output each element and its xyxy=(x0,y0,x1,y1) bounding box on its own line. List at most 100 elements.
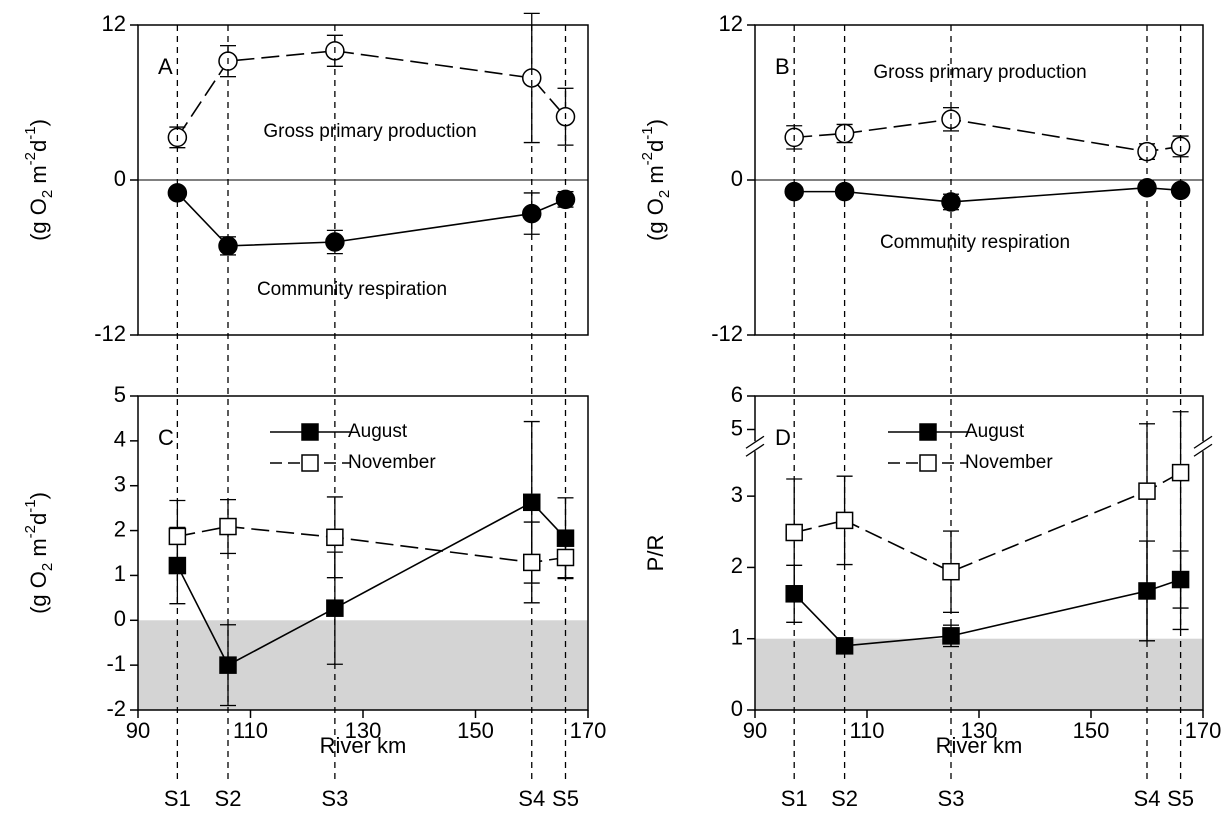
legend-marker xyxy=(301,454,319,472)
y-tick-label: 5 xyxy=(731,415,743,440)
y-tick-label: 0 xyxy=(114,166,126,191)
series-annotation: Community respiration xyxy=(257,279,447,300)
data-point xyxy=(835,637,854,655)
axis-break-mark xyxy=(745,435,765,449)
y-tick-label: 5 xyxy=(114,382,126,407)
y-axis-label-part: 2 xyxy=(39,563,56,571)
data-point xyxy=(785,585,803,603)
panel-label: C xyxy=(158,425,174,450)
y-axis-label-part: d xyxy=(643,140,668,152)
x-axis-label: River km xyxy=(936,733,1023,758)
shaded-region xyxy=(755,638,1203,710)
station-label: S5 xyxy=(1167,786,1194,811)
y-axis-label-part: -2 xyxy=(639,152,656,165)
error-bar xyxy=(1139,423,1155,642)
data-point xyxy=(522,68,542,88)
station-label: S5 xyxy=(552,786,579,811)
series-line xyxy=(176,50,567,138)
y-tick-label: -12 xyxy=(94,321,126,346)
data-point xyxy=(219,517,237,536)
x-tick-label: 170 xyxy=(570,718,607,743)
y-tick-label: 3 xyxy=(731,482,743,507)
y-axis-label-part: (g O xyxy=(643,198,668,241)
legend-label: November xyxy=(348,452,436,473)
x-tick-label: 150 xyxy=(1073,718,1110,743)
axis-break-mark xyxy=(1193,443,1213,457)
y-tick-label: 0 xyxy=(731,696,743,721)
y-tick-label: 4 xyxy=(114,427,126,452)
station-label: S3 xyxy=(938,786,965,811)
station-label: S4 xyxy=(518,786,545,811)
y-axis-label-part: -2 xyxy=(22,152,39,165)
data-point xyxy=(219,656,237,674)
x-tick-label: 130 xyxy=(961,718,998,743)
data-point xyxy=(835,511,854,530)
data-point xyxy=(1138,482,1156,500)
data-point xyxy=(326,599,344,617)
data-point xyxy=(942,627,960,645)
station-label: S2 xyxy=(215,786,242,811)
axis-break-mark xyxy=(745,443,765,457)
y-tick-label: -2 xyxy=(106,696,126,721)
station-label: S1 xyxy=(781,786,808,811)
station-label: S1 xyxy=(164,786,191,811)
legend-marker xyxy=(919,423,937,441)
x-tick-label: 110 xyxy=(849,718,884,743)
x-tick-label: 110 xyxy=(233,718,268,743)
y-tick-label: 1 xyxy=(731,625,743,650)
y-axis-label-part: 2 xyxy=(39,190,56,198)
series-annotation: Gross primary production xyxy=(873,62,1086,83)
y-axis-label: (g O2 m-2d-1) xyxy=(22,119,56,241)
x-tick-label: 90 xyxy=(126,718,150,743)
y-axis-label-part: ) xyxy=(26,492,51,499)
x-axis-label: River km xyxy=(320,733,407,758)
y-axis-label-part: d xyxy=(26,513,51,525)
shaded-region xyxy=(138,620,588,710)
y-axis-label-part: ) xyxy=(26,119,51,126)
x-tick-label: 150 xyxy=(457,718,494,743)
x-tick-label: 90 xyxy=(743,718,767,743)
panel-label: A xyxy=(158,54,173,79)
series-line xyxy=(794,471,1181,573)
y-tick-label: 2 xyxy=(114,516,126,541)
y-tick-label: -1 xyxy=(106,651,126,676)
data-point xyxy=(556,548,575,567)
y-axis-label-part: -2 xyxy=(22,525,39,538)
y-tick-label: 1 xyxy=(114,561,126,586)
series-annotation: Gross primary production xyxy=(263,121,476,142)
series-line xyxy=(176,192,566,247)
y-tick-label: 6 xyxy=(731,382,743,407)
y-axis-label: (g O2 m-2d-1) xyxy=(639,119,673,241)
y-axis-label: (g O2 m-2d-1) xyxy=(22,492,56,614)
y-axis-label-part: d xyxy=(26,140,51,152)
y-tick-label: 0 xyxy=(114,606,126,631)
panel-label: B xyxy=(775,54,790,79)
data-point xyxy=(942,562,960,581)
station-label: S3 xyxy=(321,786,348,811)
legend-label: August xyxy=(965,421,1025,442)
legend-label: November xyxy=(965,452,1053,473)
station-label: S2 xyxy=(831,786,858,811)
y-axis-label-part: (g O xyxy=(26,198,51,241)
y-axis-label-part: -1 xyxy=(639,126,656,139)
x-tick-label: 170 xyxy=(1185,718,1222,743)
station-label: S4 xyxy=(1134,786,1161,811)
data-point xyxy=(1137,178,1157,198)
legend-marker xyxy=(919,454,937,472)
y-axis-label-part: m xyxy=(643,165,668,189)
data-point xyxy=(785,523,803,542)
x-tick-label: 130 xyxy=(345,718,382,743)
y-axis-label-part: m xyxy=(26,165,51,189)
y-tick-label: 12 xyxy=(102,11,126,36)
y-axis-label-part: (g O xyxy=(26,571,51,614)
legend-marker xyxy=(301,423,319,441)
y-axis-label-part: -1 xyxy=(22,126,39,139)
y-axis-label-part: ) xyxy=(643,119,668,126)
y-tick-label: 0 xyxy=(731,166,743,191)
data-point xyxy=(523,553,541,572)
y-tick-label: 2 xyxy=(731,553,743,578)
panel-label: D xyxy=(775,425,791,450)
y-tick-label: -12 xyxy=(711,321,743,346)
series-line xyxy=(793,578,1181,647)
